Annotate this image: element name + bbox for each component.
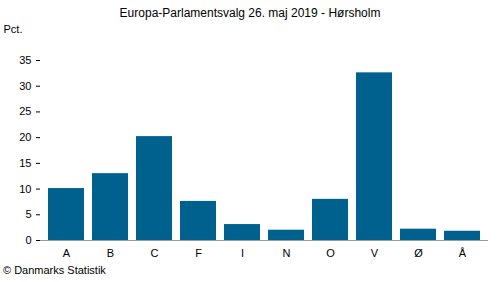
- svg-text:25: 25: [19, 105, 31, 117]
- svg-text:5: 5: [25, 208, 31, 220]
- svg-text:0: 0: [25, 234, 31, 246]
- svg-text:C: C: [151, 247, 159, 259]
- svg-text:Å: Å: [459, 247, 467, 259]
- svg-text:B: B: [107, 247, 114, 259]
- svg-text:A: A: [63, 247, 71, 259]
- svg-text:O: O: [326, 247, 335, 259]
- html-text:© Danmarks Statistik: © Danmarks Statistik: [3, 264, 106, 276]
- svg-text:35: 35: [19, 54, 31, 66]
- svg-text:Pct.: Pct.: [4, 23, 23, 35]
- svg-text:I: I: [241, 247, 244, 259]
- svg-text:30: 30: [19, 80, 31, 92]
- svg-text:F: F: [195, 247, 202, 259]
- svg-text:20: 20: [19, 131, 31, 143]
- svg-text:10: 10: [19, 183, 31, 195]
- html-text:Europa-Parlamentsvalg 26. maj: Europa-Parlamentsvalg 26. maj 2019 - Hør…: [119, 6, 381, 20]
- svg-text:V: V: [371, 247, 379, 259]
- svg-text:15: 15: [19, 157, 31, 169]
- svg-text:Ø: Ø: [414, 247, 423, 259]
- svg-text:N: N: [283, 247, 291, 259]
